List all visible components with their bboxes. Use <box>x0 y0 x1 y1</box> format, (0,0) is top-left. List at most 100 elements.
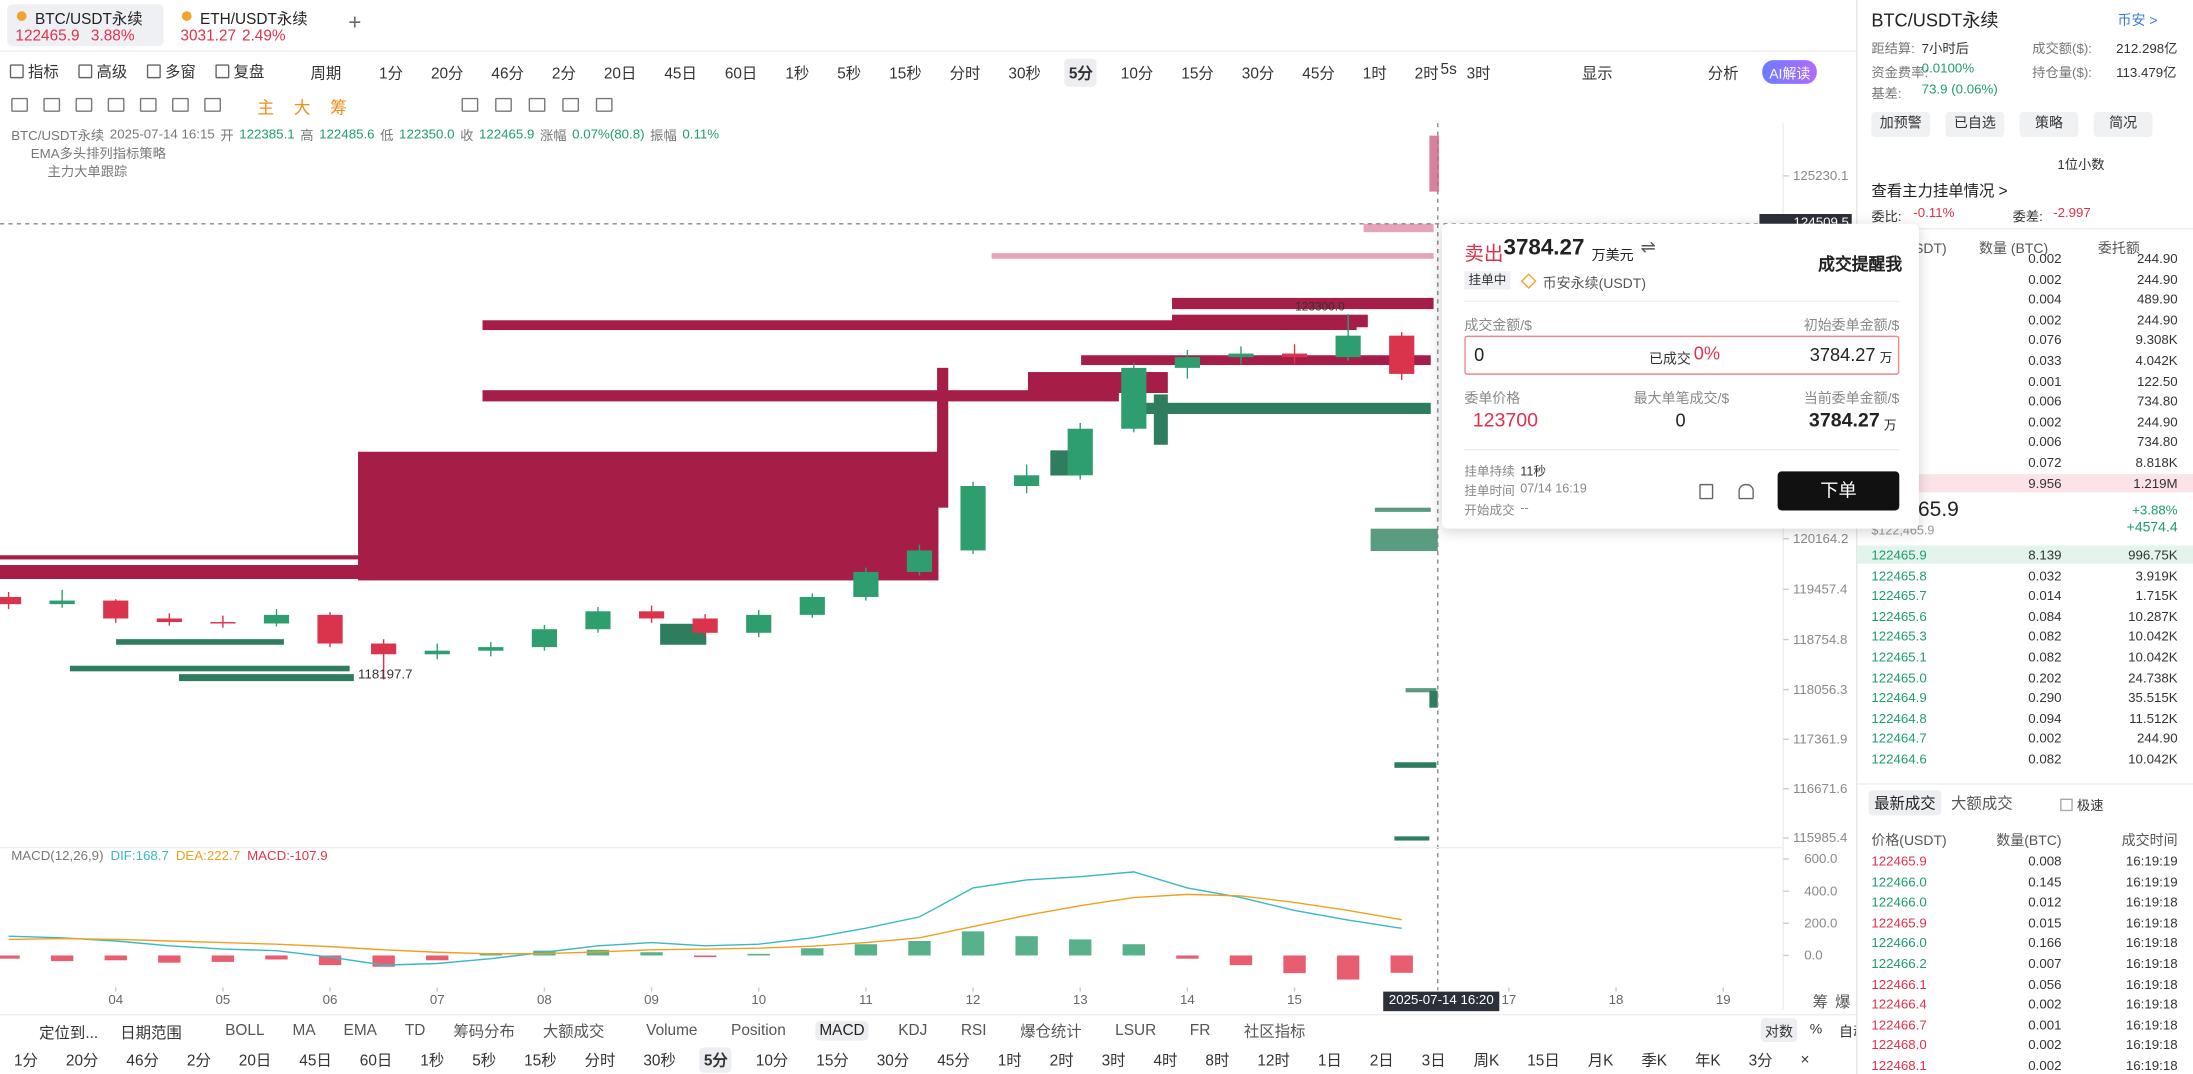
toolbar-right[interactable]: 显示 <box>1581 65 1613 83</box>
panel-button[interactable]: 已自选 <box>1945 111 2005 138</box>
interval[interactable]: 1分 <box>379 65 403 83</box>
interval[interactable]: 分时 <box>949 65 981 83</box>
interval[interactable]: 季K <box>1641 1053 1667 1070</box>
interval[interactable]: 45分 <box>937 1053 970 1070</box>
panel-button[interactable]: 加预警 <box>1871 111 1931 138</box>
draw-tool[interactable]: 主 <box>257 97 275 118</box>
precision[interactable]: 1位小数 <box>2057 158 2105 174</box>
interval[interactable]: 20日 <box>238 1053 272 1070</box>
interval[interactable]: 2日 <box>1369 1053 1394 1070</box>
interval[interactable]: 45分 <box>1302 65 1335 83</box>
symbol-tab[interactable]: ETH/USDT永续 3031.27 2.49% <box>172 4 329 46</box>
trade-tab[interactable]: 最新成交 <box>1868 790 1942 816</box>
indicator[interactable]: Volume <box>646 1022 698 1040</box>
interval[interactable]: 3时 <box>1466 65 1491 83</box>
interval[interactable]: 60日 <box>724 65 758 83</box>
overlay[interactable]: BOLL <box>225 1022 265 1040</box>
overlay[interactable]: EMA <box>343 1022 377 1040</box>
indicator[interactable]: FR <box>1189 1022 1211 1040</box>
interval[interactable]: 2分 <box>186 1053 211 1070</box>
interval[interactable]: 5分 <box>699 1047 732 1073</box>
interval[interactable]: 45日 <box>299 1053 332 1070</box>
interval[interactable]: 45日 <box>664 65 697 83</box>
interval[interactable]: × <box>1800 1051 1810 1069</box>
overlay[interactable]: MA <box>292 1022 316 1040</box>
interval[interactable]: 15分 <box>1181 65 1214 83</box>
alert[interactable]: 成交提醒我 <box>1818 254 1903 275</box>
overlay[interactable]: 筹码分布 <box>453 1023 515 1041</box>
overlay[interactable]: TD <box>404 1022 426 1040</box>
overlay[interactable]: 大额成交 <box>542 1023 605 1041</box>
interval[interactable]: 46分 <box>491 65 524 83</box>
toolbar-label[interactable]: 指标 <box>27 64 59 82</box>
ai-button[interactable]: AI解读 <box>1762 60 1818 84</box>
interval[interactable]: 20分 <box>430 65 464 83</box>
interval[interactable]: 2分 <box>551 65 576 83</box>
interval[interactable]: 1秒 <box>420 1053 445 1070</box>
depth-link[interactable]: 查看主力挂单情况 > <box>1871 183 2008 200</box>
toolbar-right[interactable]: 5s <box>1440 61 1457 79</box>
add-tab[interactable]: + <box>348 11 362 35</box>
draw-tool[interactable]: 大 <box>293 97 311 118</box>
interval[interactable]: 2时 <box>1049 1053 1074 1070</box>
toolbar-label[interactable]: 多窗 <box>165 64 196 82</box>
interval[interactable]: 46分 <box>126 1053 159 1070</box>
interval[interactable]: 15秒 <box>524 1053 557 1070</box>
indicator[interactable]: LSUR <box>1115 1022 1157 1040</box>
interval[interactable]: 1时 <box>1362 65 1387 83</box>
interval[interactable]: 15分 <box>816 1053 849 1070</box>
interval[interactable]: 15秒 <box>889 65 922 83</box>
interval[interactable]: 10分 <box>1120 65 1154 83</box>
interval[interactable]: 30秒 <box>643 1053 676 1070</box>
interval[interactable]: 30分 <box>876 1053 910 1070</box>
interval[interactable]: 1日 <box>1317 1053 1342 1070</box>
panel-button[interactable]: 简况 <box>2093 111 2153 138</box>
interval[interactable]: 3时 <box>1101 1053 1126 1070</box>
interval[interactable]: 4时 <box>1153 1053 1178 1070</box>
scale-option[interactable]: % <box>1809 1022 1823 1038</box>
interval[interactable]: 3分 <box>1748 1053 1773 1070</box>
order-button[interactable]: 下单 <box>1777 471 1900 511</box>
period-label[interactable]: 周期 <box>310 65 342 83</box>
toolbar-label[interactable]: 复盘 <box>233 64 265 82</box>
interval[interactable]: 2时 <box>1414 65 1439 83</box>
interval[interactable]: 5秒 <box>472 1053 497 1070</box>
toolbar-right[interactable]: 分析 <box>1707 65 1739 83</box>
interval[interactable]: 3日 <box>1421 1053 1446 1070</box>
interval[interactable]: 20日 <box>603 65 637 83</box>
interval[interactable]: 分时 <box>584 1053 616 1070</box>
axis-icon[interactable]: 筹 <box>1812 994 1828 1012</box>
interval[interactable]: 5秒 <box>837 65 862 83</box>
toolbar-label[interactable]: 高级 <box>96 64 128 82</box>
interval[interactable]: 30分 <box>1241 65 1275 83</box>
swap-icon[interactable]: ⇌ <box>1640 236 1656 258</box>
interval[interactable]: 年K <box>1694 1053 1721 1070</box>
scale-option[interactable]: 对数 <box>1760 1018 1798 1042</box>
interval[interactable]: 月K <box>1587 1053 1614 1070</box>
interval[interactable]: 12时 <box>1257 1053 1290 1070</box>
note-icon[interactable] <box>1699 483 1714 500</box>
exchange[interactable]: 币安 > <box>2117 13 2158 30</box>
indicator[interactable]: 爆仓统计 <box>1020 1023 1082 1041</box>
trade-tab[interactable]: 大额成交 <box>1951 795 2013 813</box>
interval[interactable]: 60日 <box>359 1053 393 1070</box>
axis-icon[interactable]: 爆 <box>1834 994 1851 1012</box>
interval[interactable]: 1时 <box>997 1053 1022 1070</box>
fast-label[interactable]: 极速 <box>2076 798 2104 814</box>
interval[interactable]: 8时 <box>1205 1053 1230 1070</box>
interval[interactable]: 30秒 <box>1008 65 1041 83</box>
interval[interactable]: 1秒 <box>785 65 810 83</box>
draw-tool[interactable]: 筹 <box>330 97 347 118</box>
interval[interactable]: 5分 <box>1064 58 1098 87</box>
locate[interactable]: 定位到... <box>39 1025 99 1042</box>
interval[interactable]: 1分 <box>13 1053 38 1070</box>
date-range[interactable]: 日期范围 <box>120 1025 182 1042</box>
indicator[interactable]: Position <box>731 1022 786 1040</box>
panel-button[interactable]: 策略 <box>2019 111 2079 138</box>
interval[interactable]: 周K <box>1473 1053 1500 1070</box>
indicator[interactable]: KDJ <box>898 1022 928 1040</box>
indicator[interactable]: 社区指标 <box>1243 1023 1306 1041</box>
indicator[interactable]: RSI <box>960 1022 987 1040</box>
interval[interactable]: 10分 <box>755 1053 789 1070</box>
interval[interactable]: 15日 <box>1527 1053 1560 1070</box>
